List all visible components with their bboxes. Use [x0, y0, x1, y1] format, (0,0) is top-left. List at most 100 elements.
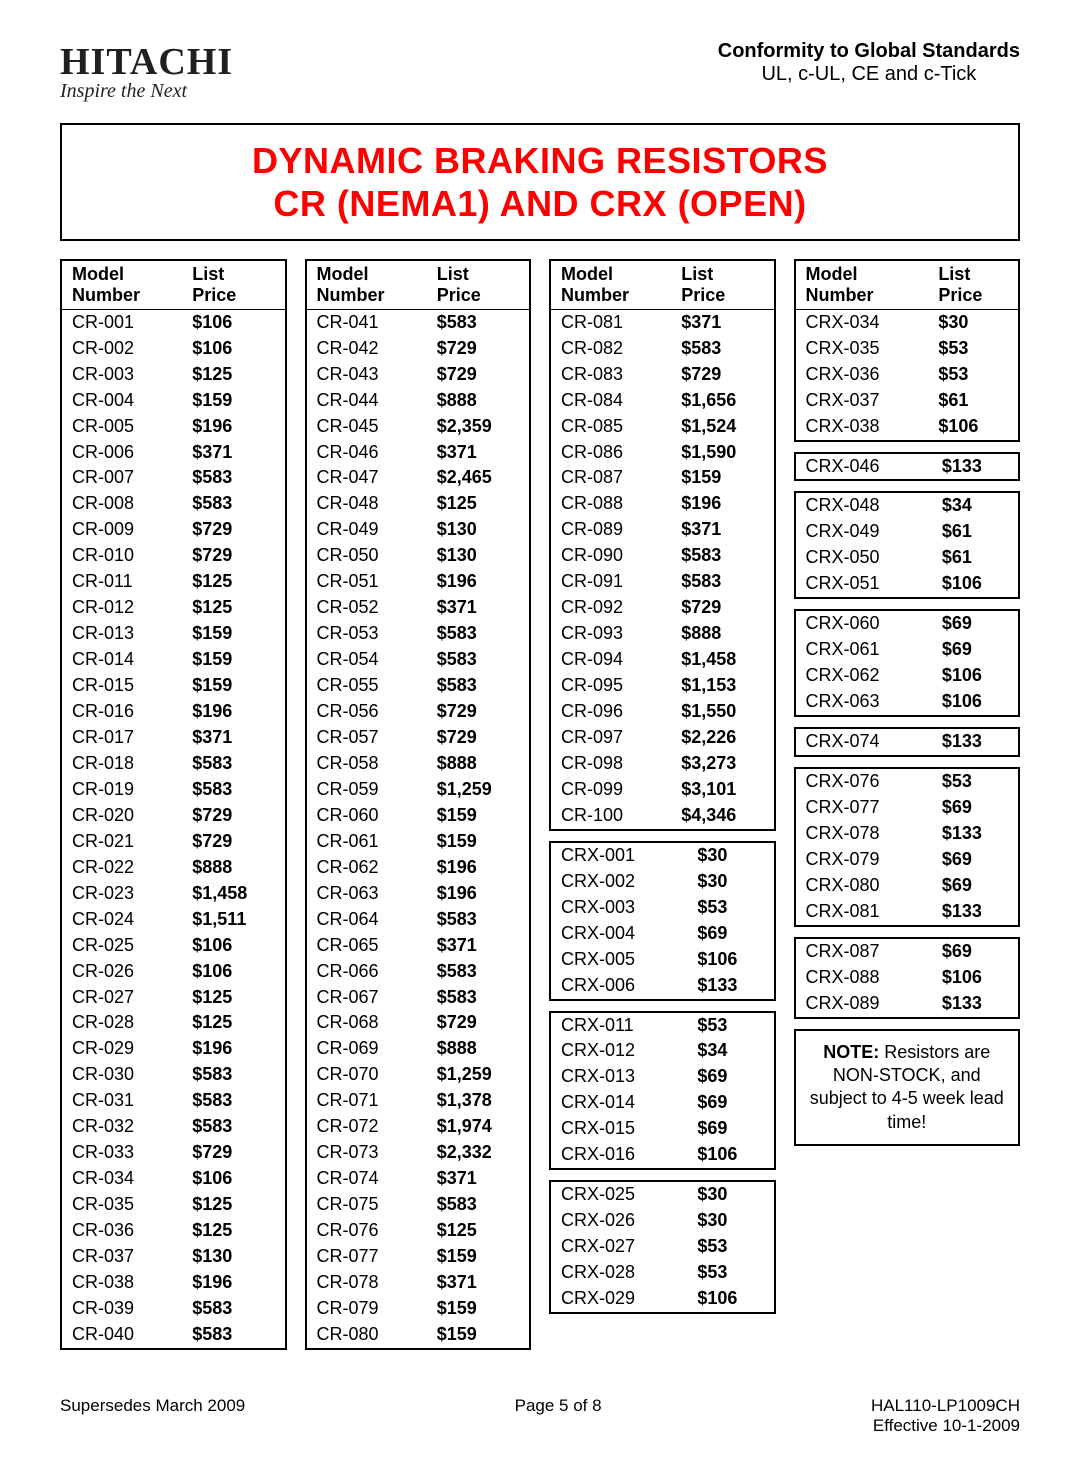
- list-price: $729: [182, 1140, 285, 1166]
- list-price: $69: [932, 795, 1019, 821]
- table-row: CR-052$371: [306, 595, 531, 621]
- table-row: CR-092$729: [550, 595, 775, 621]
- model-number: CR-072: [306, 1114, 427, 1140]
- table-row: CRX-051$106: [795, 571, 1020, 598]
- table-row: CR-003$125: [61, 362, 286, 388]
- model-number: CRX-050: [795, 545, 932, 571]
- table-row: CRX-088$106: [795, 965, 1020, 991]
- table-row: CR-095$1,153: [550, 673, 775, 699]
- model-number: CRX-004: [550, 921, 687, 947]
- model-number: CRX-013: [550, 1064, 687, 1090]
- list-price: $888: [427, 388, 530, 414]
- brand-name: HITACHI: [60, 40, 233, 84]
- list-price: $583: [182, 1114, 285, 1140]
- table-row: CR-048$125: [306, 491, 531, 517]
- list-price: $61: [932, 519, 1019, 545]
- table-row: CRX-077$69: [795, 795, 1020, 821]
- table-row: CR-034$106: [61, 1166, 286, 1192]
- list-price: $106: [687, 1286, 774, 1313]
- table-row: CRX-034$30: [795, 309, 1020, 335]
- model-number: CR-048: [306, 491, 427, 517]
- list-price: $1,590: [671, 440, 774, 466]
- list-price: $69: [687, 1090, 774, 1116]
- standards-block: Conformity to Global Standards UL, c-UL,…: [718, 40, 1020, 86]
- list-price: $30: [687, 1181, 774, 1208]
- table-row: CR-042$729: [306, 336, 531, 362]
- model-number: CR-047: [306, 465, 427, 491]
- model-number: CR-040: [61, 1322, 182, 1349]
- model-number: CR-095: [550, 673, 671, 699]
- list-price: $583: [182, 1062, 285, 1088]
- table-row: CRX-050$61: [795, 545, 1020, 571]
- list-price: $125: [182, 362, 285, 388]
- model-number: CR-029: [61, 1036, 182, 1062]
- list-price: $371: [427, 1166, 530, 1192]
- list-price: $1,458: [182, 881, 285, 907]
- model-number: CRX-063: [795, 689, 932, 716]
- price-table: CRX-001$30CRX-002$30CRX-003$53CRX-004$69…: [549, 841, 776, 1001]
- model-number: CR-030: [61, 1062, 182, 1088]
- model-number: CR-035: [61, 1192, 182, 1218]
- table-row: CRX-078$133: [795, 821, 1020, 847]
- table-row: CR-075$583: [306, 1192, 531, 1218]
- list-price: $125: [182, 1192, 285, 1218]
- table-row: CRX-079$69: [795, 847, 1020, 873]
- table-row: CR-087$159: [550, 465, 775, 491]
- list-price: $196: [182, 699, 285, 725]
- list-price: $69: [687, 1116, 774, 1142]
- list-price: $133: [932, 728, 1019, 756]
- table-row: CR-061$159: [306, 829, 531, 855]
- list-price: $583: [182, 1088, 285, 1114]
- footer-doc-number: HAL110-LP1009CH: [871, 1396, 1020, 1416]
- list-price: $583: [427, 907, 530, 933]
- list-price: $106: [182, 959, 285, 985]
- list-price: $729: [427, 699, 530, 725]
- table-row: CR-058$888: [306, 751, 531, 777]
- table-row: CRX-004$69: [550, 921, 775, 947]
- table-row: CR-031$583: [61, 1088, 286, 1114]
- model-number: CRX-079: [795, 847, 932, 873]
- model-number: CR-046: [306, 440, 427, 466]
- list-price: $196: [427, 569, 530, 595]
- list-price: $196: [671, 491, 774, 517]
- model-number: CRX-076: [795, 768, 932, 795]
- list-price: $3,101: [671, 777, 774, 803]
- list-price: $196: [427, 855, 530, 881]
- model-number: CRX-078: [795, 821, 932, 847]
- list-price: $371: [182, 725, 285, 751]
- col-header-model: ModelNumber: [306, 260, 427, 309]
- table-row: CR-035$125: [61, 1192, 286, 1218]
- price-table: CRX-046$133: [794, 452, 1021, 482]
- list-price: $888: [427, 1036, 530, 1062]
- standards-list: UL, c-UL, CE and c-Tick: [718, 63, 1020, 86]
- list-price: $729: [671, 362, 774, 388]
- model-number: CR-036: [61, 1218, 182, 1244]
- model-number: CR-019: [61, 777, 182, 803]
- model-number: CR-078: [306, 1270, 427, 1296]
- page-footer: Supersedes March 2009 Page 5 of 8 HAL110…: [60, 1396, 1020, 1436]
- table-row: CR-098$3,273: [550, 751, 775, 777]
- list-price: $69: [687, 1064, 774, 1090]
- table-row: CR-065$371: [306, 933, 531, 959]
- list-price: $130: [182, 1244, 285, 1270]
- model-number: CR-074: [306, 1166, 427, 1192]
- model-number: CR-098: [550, 751, 671, 777]
- table-row: CR-096$1,550: [550, 699, 775, 725]
- page-header: HITACHI Inspire the Next Conformity to G…: [60, 40, 1020, 103]
- model-number: CR-032: [61, 1114, 182, 1140]
- model-number: CR-100: [550, 803, 671, 830]
- col-header-model: ModelNumber: [61, 260, 182, 309]
- model-number: CRX-025: [550, 1181, 687, 1208]
- model-number: CRX-011: [550, 1012, 687, 1039]
- model-number: CR-024: [61, 907, 182, 933]
- model-number: CR-055: [306, 673, 427, 699]
- list-price: $729: [182, 517, 285, 543]
- table-row: CRX-074$133: [795, 728, 1020, 756]
- table-row: CR-012$125: [61, 595, 286, 621]
- note-box: NOTE: Resistors are NON-STOCK, and subje…: [794, 1029, 1021, 1147]
- list-price: $159: [182, 388, 285, 414]
- list-price: $888: [427, 751, 530, 777]
- model-number: CR-081: [550, 309, 671, 335]
- table-row: CR-038$196: [61, 1270, 286, 1296]
- table-row: CR-011$125: [61, 569, 286, 595]
